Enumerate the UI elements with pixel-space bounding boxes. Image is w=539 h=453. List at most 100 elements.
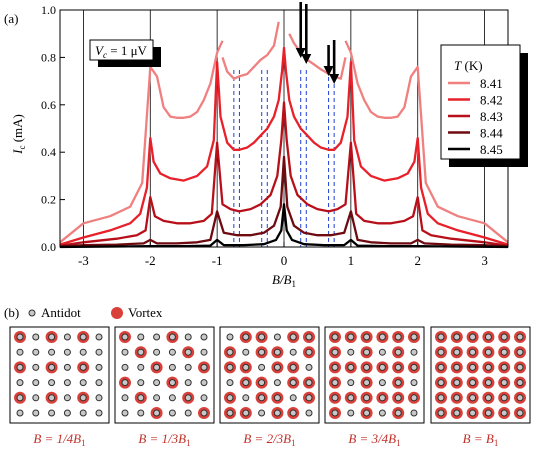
antidot-dot [363,409,371,417]
antidot-dot [453,394,461,402]
antidot-dot [137,379,145,387]
antidot-dot [469,333,477,341]
antidot-dot [394,348,402,356]
antidot-dot [363,363,371,371]
antidot-dot [153,363,161,371]
antidot-dot [79,394,87,402]
antidot-dot [63,394,71,402]
antidot-dot [242,409,250,417]
antidot-dot [363,379,371,387]
antidot-dot [63,348,71,356]
antidot-dot [469,394,477,402]
antidot-dot [516,379,524,387]
antidot-dot [484,363,492,371]
antidot-dot [137,409,145,417]
antidot-dot [184,348,192,356]
antidot-dot [95,394,103,402]
down-arrow-head [301,54,312,64]
vortex-legend-icon [111,307,123,319]
y-axis-title: Ic (mA) [10,114,27,155]
series-8-41-line-center-right [288,33,347,80]
antidot-dot [378,409,386,417]
antidot-dot [516,363,524,371]
antidot-dot [469,348,477,356]
antidot-dot [168,333,176,341]
antidot-dot [226,409,234,417]
legend-label: 8.45 [480,142,503,157]
svg-text:Vc = 1 μV: Vc = 1 μV [95,43,148,60]
antidot-dot [200,348,208,356]
antidot-dot [258,348,266,356]
antidot-dot [184,394,192,402]
antidot-dot [484,333,492,341]
antidot-dot [394,394,402,402]
antidot-dot [184,379,192,387]
antidot-dot [305,333,313,341]
antidot-dot [32,394,40,402]
series-8-41-line-left [59,40,224,244]
antidot-dot [378,363,386,371]
antidot-dot [484,379,492,387]
antidot-dot [95,333,103,341]
antidot-dot [500,363,508,371]
antidot-dot [394,363,402,371]
antidot-dot [121,379,129,387]
antidot-dot [500,333,508,341]
antidot-dot [32,348,40,356]
antidot-dot [437,379,445,387]
antidot-dot [48,409,56,417]
antidot-dot [410,363,418,371]
lattice-panels: B = 1/4B1 B = 1/3B1 B = 2/3B1 B = 3/4B1 B = … [9,326,531,448]
x-tick-label: -2 [145,253,156,268]
antidot-dot [273,409,281,417]
antidot-dot [469,409,477,417]
antidot-dot [516,409,524,417]
x-tick-label: 2 [414,253,421,268]
antidot-dot [137,333,145,341]
antidot-dot [242,394,250,402]
antidot-dot [469,379,477,387]
lattice-caption: B = 1/4B1 [33,431,85,448]
antidot-dot [258,363,266,371]
antidot-dot [16,333,24,341]
lattice-frame [9,326,110,424]
antidot-dot [16,379,24,387]
antidot-dot [437,333,445,341]
antidot-dot [48,394,56,402]
antidot-dot [153,394,161,402]
lattice-frame [324,326,425,424]
antidot-dot [347,348,355,356]
antidot-dot [378,333,386,341]
antidot-dot [289,363,297,371]
antidot-dot [79,409,87,417]
antidot-dot [347,333,355,341]
antidot-dot [305,394,313,402]
antidot-dot [258,409,266,417]
antidot-dot [394,379,402,387]
legend-label: 8.41 [480,76,503,91]
antidot-dot [347,379,355,387]
antidot-dot [331,394,339,402]
panel-b-legend: Antidot Vortex [28,305,163,320]
x-tick-label: 1 [348,253,355,268]
antidot-dot [168,363,176,371]
down-arrow-head [323,66,334,76]
antidot-dot [469,363,477,371]
antidot-dot [305,379,313,387]
antidot-dot [48,363,56,371]
antidot-dot [394,333,402,341]
antidot-dot [453,363,461,371]
antidot-dot [437,409,445,417]
antidot-dot [153,409,161,417]
antidot-dot [289,394,297,402]
antidot-dot [363,348,371,356]
lattice-frame [219,326,320,424]
series-8-41-line-center-left [221,21,280,80]
antidot-dot [121,333,129,341]
antidot-dot [378,379,386,387]
antidot-dot [516,394,524,402]
antidot-dot [121,348,129,356]
antidot-dot [137,394,145,402]
antidot-dot [347,409,355,417]
antidot-dot [378,394,386,402]
